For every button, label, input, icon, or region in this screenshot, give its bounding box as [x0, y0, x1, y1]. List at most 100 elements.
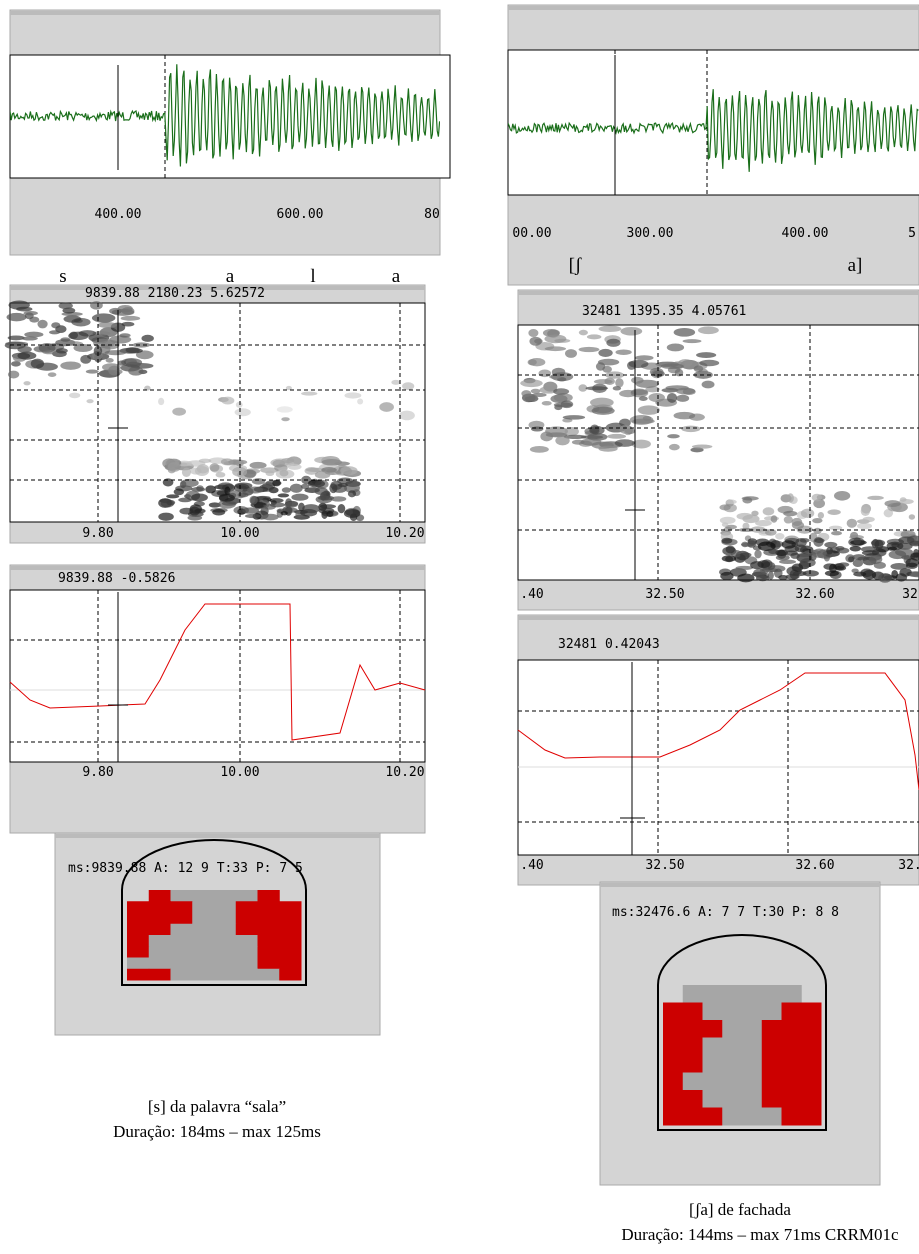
spectrogram-energy [702, 381, 715, 389]
spectrogram-energy [563, 415, 585, 420]
spectrogram-energy [755, 520, 772, 526]
spectrogram-energy [838, 562, 849, 567]
spectrogram-energy [357, 398, 363, 404]
spectrogram-energy [542, 401, 552, 406]
electrode [149, 913, 171, 925]
electrode [703, 1073, 723, 1091]
electrode [762, 1090, 782, 1108]
electrode [703, 1020, 723, 1038]
x-tick-label: 9.80 [82, 526, 113, 541]
spectrogram-energy [792, 564, 803, 572]
spectrogram-energy [726, 546, 735, 554]
spectrogram-energy [338, 504, 346, 513]
x-tick-label: 400.00 [782, 226, 829, 241]
spectrogram-energy [182, 468, 191, 477]
electrode [742, 1020, 762, 1038]
electrode [683, 1073, 703, 1091]
spectrogram-energy [615, 349, 631, 355]
spectrogram-energy [754, 550, 761, 559]
segment-label: a [226, 266, 235, 287]
spectrogram-energy [554, 402, 572, 407]
spectrogram-energy [565, 349, 577, 358]
spectrogram-energy [757, 560, 770, 568]
spectrogram-energy [391, 380, 400, 385]
spectrogram-energy [172, 408, 186, 416]
electrode [762, 1038, 782, 1056]
electrode [703, 1090, 723, 1108]
electrode [149, 958, 171, 970]
electrode [762, 1020, 782, 1038]
spectrogram-energy [31, 359, 44, 369]
electrode [703, 1055, 723, 1073]
x-tick-label: 10.00 [220, 765, 259, 780]
spectrogram-energy [51, 322, 60, 328]
spectrogram-energy [553, 388, 569, 395]
spectrogram-energy [545, 346, 566, 351]
electrode [127, 946, 149, 958]
spectrogram-energy [288, 464, 302, 470]
spectrogram-energy [23, 311, 37, 315]
spectrogram-energy [721, 538, 732, 544]
spectrogram-energy [555, 436, 569, 445]
spectrogram-energy [86, 399, 93, 403]
spectrogram-energy [782, 540, 796, 548]
electrode [279, 969, 301, 981]
electrode [782, 1055, 802, 1073]
spectrogram-energy [771, 515, 778, 522]
spectrogram-energy [90, 301, 103, 310]
spectrogram-energy [270, 502, 285, 507]
spectrogram-energy [719, 504, 730, 510]
spectrogram-energy [848, 556, 854, 562]
x-tick-label: 32. [898, 858, 919, 873]
electrode [192, 901, 214, 913]
spectrogram-energy [692, 445, 712, 449]
spectrogram-energy [322, 459, 343, 465]
spectrogram-energy [60, 361, 81, 369]
spectrogram-energy [344, 392, 361, 398]
electrode [192, 924, 214, 936]
plot-area [10, 590, 425, 762]
spectrogram-energy [161, 500, 174, 508]
spectrogram-energy [669, 444, 680, 450]
spectrogram-energy [795, 544, 807, 552]
spectrogram-energy [121, 316, 141, 321]
spectrogram-energy [329, 483, 337, 493]
electrode [762, 985, 782, 1003]
x-tick-label: 10.20 [385, 526, 424, 541]
spectrogram-energy [320, 504, 336, 508]
spectrogram-energy [648, 393, 665, 402]
electrode [171, 890, 193, 902]
spectrogram-energy [340, 466, 357, 475]
spectrogram-energy [824, 542, 837, 548]
spectrogram-energy [216, 472, 226, 478]
spectrogram-energy [538, 369, 551, 377]
spectrogram-energy [187, 515, 202, 521]
electrode [236, 901, 258, 913]
readout: 32481 0.42043 [558, 637, 660, 652]
spectrogram-energy [812, 494, 823, 502]
electrode [236, 935, 258, 947]
spectrogram-energy [779, 560, 796, 564]
electrode [683, 1055, 703, 1073]
spectrogram-energy [209, 463, 219, 471]
electrode [762, 1055, 782, 1073]
spectrogram-energy [791, 518, 802, 526]
x-tick-label: 5 [908, 226, 916, 241]
spectrogram-energy [720, 572, 733, 580]
electrode [742, 1055, 762, 1073]
spectrogram-energy [278, 493, 290, 497]
spectrogram-energy [250, 462, 267, 469]
electrode [782, 1108, 802, 1126]
spectrogram-energy [803, 570, 819, 576]
spectrogram-energy [643, 416, 651, 421]
spectrogram-energy [326, 511, 333, 517]
spectrogram-energy [178, 498, 192, 503]
spectrogram-energy [722, 555, 736, 562]
spectrogram-energy [818, 512, 824, 519]
spectrogram-energy [631, 388, 649, 397]
x-tick-label: 32.50 [645, 858, 684, 873]
electrode [279, 901, 301, 913]
caption: [s] da palavra “sala” [148, 1097, 286, 1116]
spectrogram-energy [266, 471, 275, 476]
spectrogram-energy [661, 363, 684, 369]
